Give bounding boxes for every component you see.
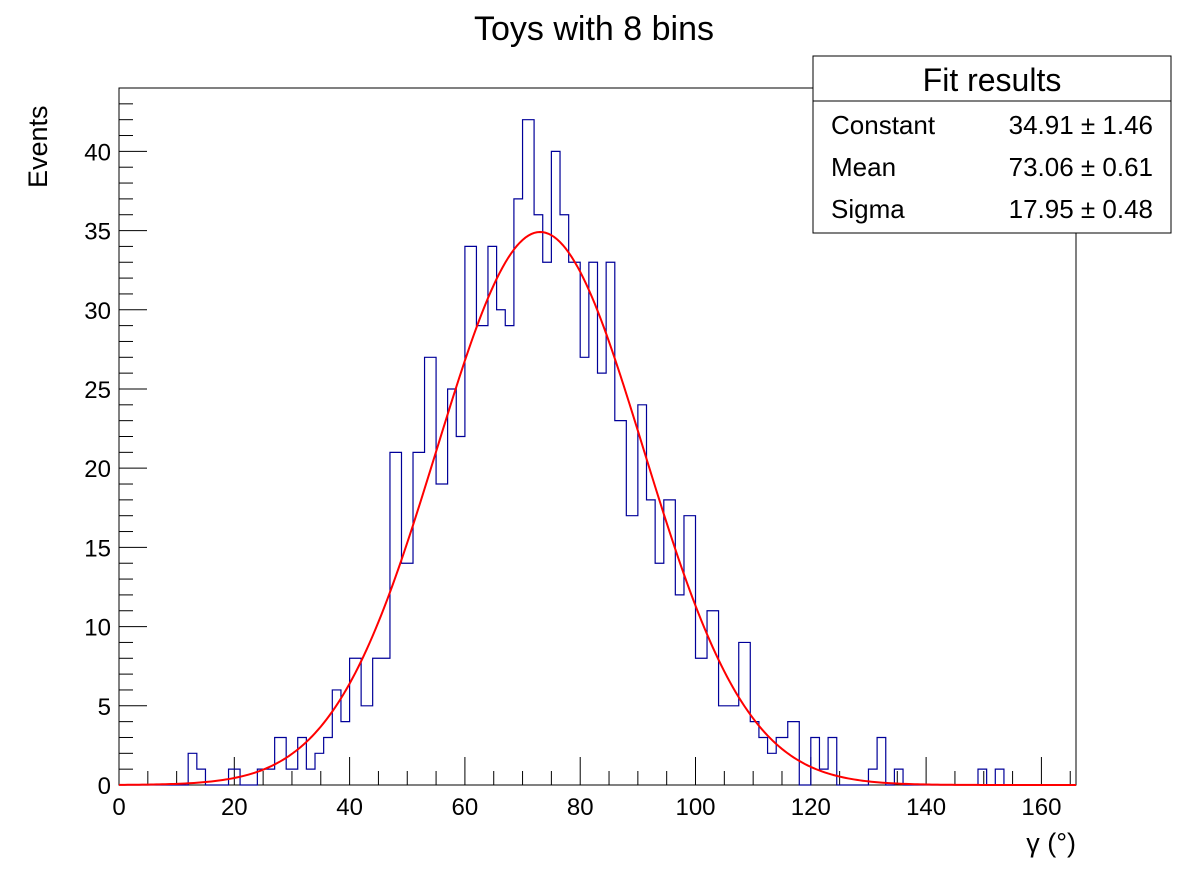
x-axis: 0 20 40 60 80 100 120 140 160 xyxy=(112,757,1071,821)
x-tick-label: 40 xyxy=(336,794,363,821)
x-tick-label: 160 xyxy=(1021,794,1061,821)
stats-box-title: Fit results xyxy=(923,62,1062,98)
y-tick-label: 40 xyxy=(84,139,111,166)
y-tick-label: 20 xyxy=(84,456,111,483)
stats-box: Fit results Constant 34.91 ± 1.46 Mean 7… xyxy=(812,55,1172,234)
stats-value-mean: 73.06 ± 0.61 xyxy=(1009,152,1153,182)
x-tick-label: 20 xyxy=(221,794,248,821)
x-tick-label: 140 xyxy=(906,794,946,821)
stats-label-constant: Constant xyxy=(831,110,936,140)
y-axis-title: Events xyxy=(23,105,53,188)
y-tick-label: 5 xyxy=(98,694,111,721)
fit-layer xyxy=(118,230,1076,786)
stats-label-sigma: Sigma xyxy=(831,194,905,224)
gaussian-fit-curve xyxy=(118,230,1076,786)
stats-box-frame xyxy=(812,55,1172,234)
x-axis-title: γ (°) xyxy=(1026,828,1076,858)
y-tick-label: 15 xyxy=(84,535,111,562)
x-tick-label: 100 xyxy=(675,794,715,821)
y-tick-label: 0 xyxy=(98,773,111,800)
x-tick-label: 120 xyxy=(791,794,831,821)
x-tick-label: 0 xyxy=(112,794,125,821)
histogram-outline xyxy=(119,119,1076,786)
chart-title: Toys with 8 bins xyxy=(474,10,714,48)
y-tick-label: 25 xyxy=(84,377,111,404)
y-tick-label: 10 xyxy=(84,615,111,642)
y-tick-label: 35 xyxy=(84,219,111,246)
stats-value-sigma: 17.95 ± 0.48 xyxy=(1009,194,1153,224)
stats-label-mean: Mean xyxy=(831,152,896,182)
x-tick-label: 60 xyxy=(452,794,479,821)
x-tick-label: 80 xyxy=(567,794,594,821)
y-tick-label: 30 xyxy=(84,298,111,325)
stats-value-constant: 34.91 ± 1.46 xyxy=(1009,110,1153,140)
histogram-layer xyxy=(119,119,1076,786)
y-axis: 0 5 10 15 20 25 30 35 40 xyxy=(84,87,147,800)
